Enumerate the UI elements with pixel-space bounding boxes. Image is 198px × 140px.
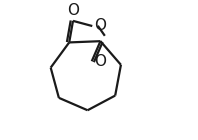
Text: O: O bbox=[67, 3, 79, 18]
Text: O: O bbox=[95, 54, 107, 69]
Text: O: O bbox=[94, 18, 106, 33]
